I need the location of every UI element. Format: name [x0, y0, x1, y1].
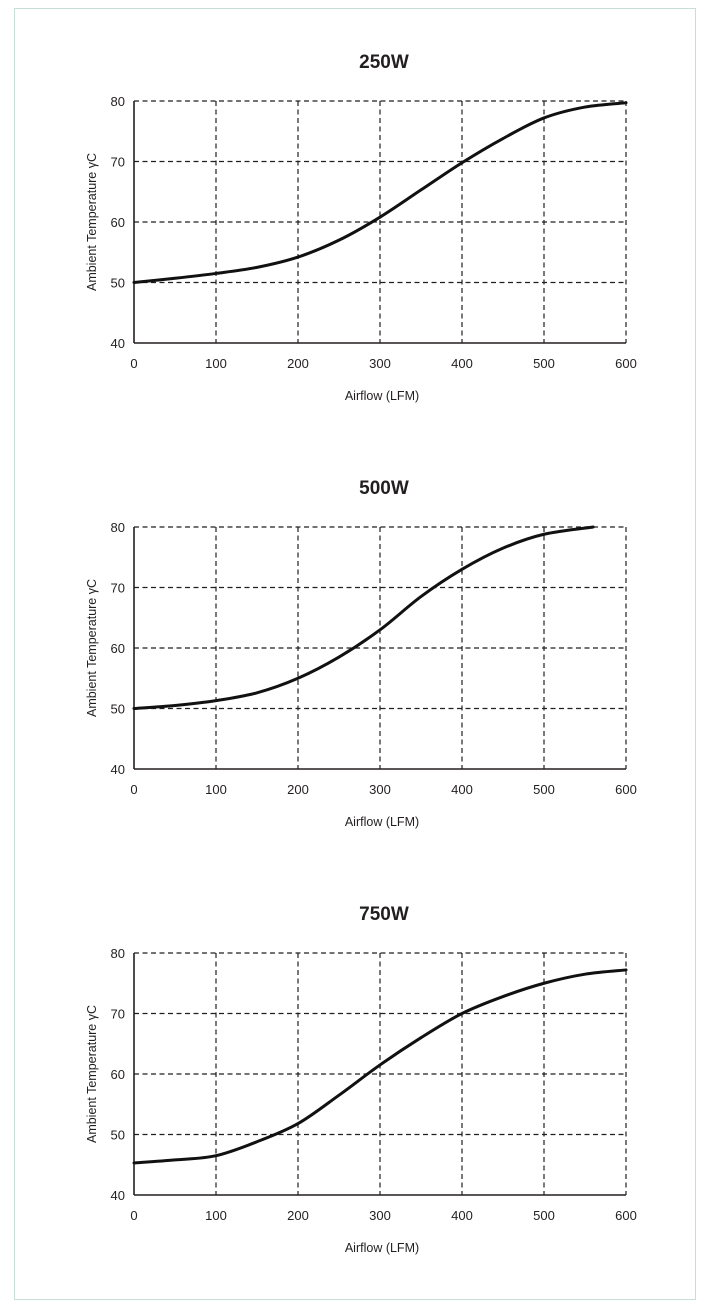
- series-line: [132, 968, 628, 1165]
- x-tick-label: 300: [369, 1208, 391, 1223]
- x-tick-label: 200: [287, 356, 309, 371]
- y-axis-label: Ambient Temperature γC: [85, 1005, 99, 1143]
- y-tick-label: 70: [111, 1007, 125, 1022]
- x-tick-label: 600: [615, 1208, 637, 1223]
- y-tick-label: 70: [111, 581, 125, 596]
- x-tick-label: 600: [615, 782, 637, 797]
- y-tick-label: 70: [111, 155, 125, 170]
- x-tick-label: 400: [451, 356, 473, 371]
- x-tick-label: 500: [533, 782, 555, 797]
- chart-title: 250W: [359, 52, 409, 73]
- x-tick-label: 600: [615, 356, 637, 371]
- x-tick-label: 100: [205, 356, 227, 371]
- x-axis-label: Airflow (LFM): [345, 1241, 419, 1255]
- x-tick-label: 300: [369, 782, 391, 797]
- y-axis-label: Ambient Temperature γC: [85, 579, 99, 717]
- x-tick-label: 0: [130, 1208, 137, 1223]
- chart-3: 750W 0 100 200 300 400 500 600 40 50 60 70 80 Airflow…: [85, 904, 637, 1255]
- y-tick-label: 60: [111, 641, 125, 656]
- x-tick-label: 200: [287, 782, 309, 797]
- x-axis-label: Airflow (LFM): [345, 815, 419, 829]
- chart-title: 750W: [359, 904, 409, 925]
- y-tick-label: 80: [111, 94, 125, 109]
- y-tick-label: 40: [111, 1188, 125, 1203]
- y-tick-label: 60: [111, 1067, 125, 1082]
- y-tick-label: 50: [111, 1128, 125, 1143]
- x-tick-label: 100: [205, 782, 227, 797]
- series-line: [132, 525, 595, 710]
- y-tick-label: 40: [111, 336, 125, 351]
- x-tick-label: 200: [287, 1208, 309, 1223]
- x-tick-label: 400: [451, 1208, 473, 1223]
- x-axis-label: Airflow (LFM): [345, 389, 419, 403]
- y-tick-label: 80: [111, 946, 125, 961]
- y-axis-label: Ambient Temperature γC: [85, 153, 99, 291]
- x-tick-label: 500: [533, 356, 555, 371]
- x-tick-label: 0: [130, 782, 137, 797]
- x-tick-label: 500: [533, 1208, 555, 1223]
- y-tick-label: 80: [111, 520, 125, 535]
- x-tick-label: 400: [451, 782, 473, 797]
- y-tick-label: 40: [111, 762, 125, 777]
- x-tick-label: 100: [205, 1208, 227, 1223]
- chart-2: 500W 0 100 200 300 400 500 600 40 50 60 70 80 Airflow…: [85, 478, 637, 829]
- series-line: [132, 101, 628, 284]
- chart-1: 250W 0 100 200 300 400 500 600 40 50 60 70 80 Airflow…: [85, 52, 637, 403]
- y-tick-label: 60: [111, 215, 125, 230]
- y-tick-label: 50: [111, 276, 125, 291]
- y-tick-label: 50: [111, 702, 125, 717]
- chart-title: 500W: [359, 478, 409, 499]
- x-tick-label: 300: [369, 356, 391, 371]
- x-tick-label: 0: [130, 356, 137, 371]
